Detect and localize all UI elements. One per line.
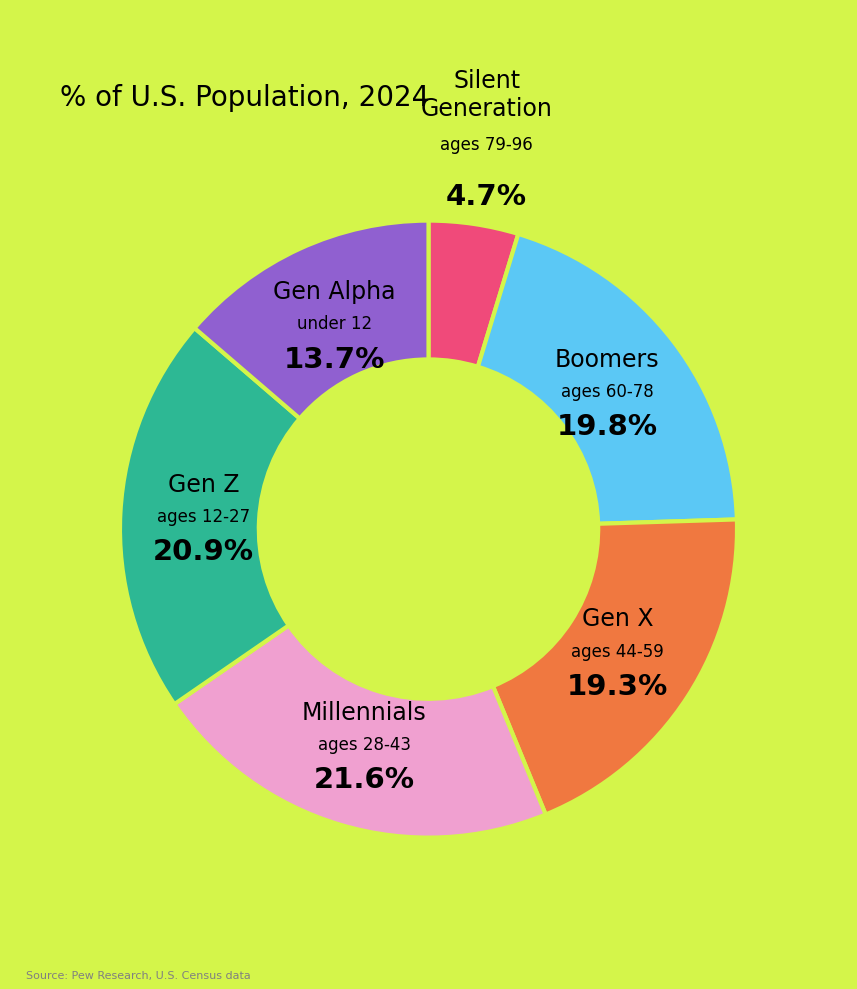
Text: ages 60-78: ages 60-78 bbox=[561, 383, 654, 402]
Text: Gen Alpha: Gen Alpha bbox=[273, 280, 396, 305]
Text: 19.3%: 19.3% bbox=[566, 673, 668, 701]
Text: Boomers: Boomers bbox=[555, 348, 660, 372]
Wedge shape bbox=[493, 519, 737, 815]
Text: 19.8%: 19.8% bbox=[557, 413, 658, 441]
Text: 13.7%: 13.7% bbox=[284, 345, 385, 374]
Text: Millennials: Millennials bbox=[302, 701, 427, 725]
Text: under 12: under 12 bbox=[297, 315, 372, 333]
Text: 21.6%: 21.6% bbox=[314, 766, 415, 794]
Text: ages 44-59: ages 44-59 bbox=[571, 643, 664, 661]
Wedge shape bbox=[175, 625, 546, 838]
Wedge shape bbox=[195, 221, 428, 418]
Text: 4.7%: 4.7% bbox=[446, 183, 527, 211]
Text: ages 28-43: ages 28-43 bbox=[318, 736, 411, 754]
Text: Gen Z: Gen Z bbox=[168, 473, 239, 496]
Text: Silent
Generation: Silent Generation bbox=[421, 69, 553, 122]
Wedge shape bbox=[120, 328, 300, 704]
Text: Source: Pew Research, U.S. Census data: Source: Pew Research, U.S. Census data bbox=[26, 971, 250, 981]
Text: % of U.S. Population, 2024: % of U.S. Population, 2024 bbox=[60, 84, 429, 112]
Wedge shape bbox=[428, 221, 518, 367]
Text: 20.9%: 20.9% bbox=[153, 538, 255, 567]
Text: ages 79-96: ages 79-96 bbox=[440, 135, 533, 153]
Wedge shape bbox=[478, 234, 737, 524]
Text: ages 12-27: ages 12-27 bbox=[157, 508, 250, 526]
Text: Gen X: Gen X bbox=[582, 607, 653, 631]
